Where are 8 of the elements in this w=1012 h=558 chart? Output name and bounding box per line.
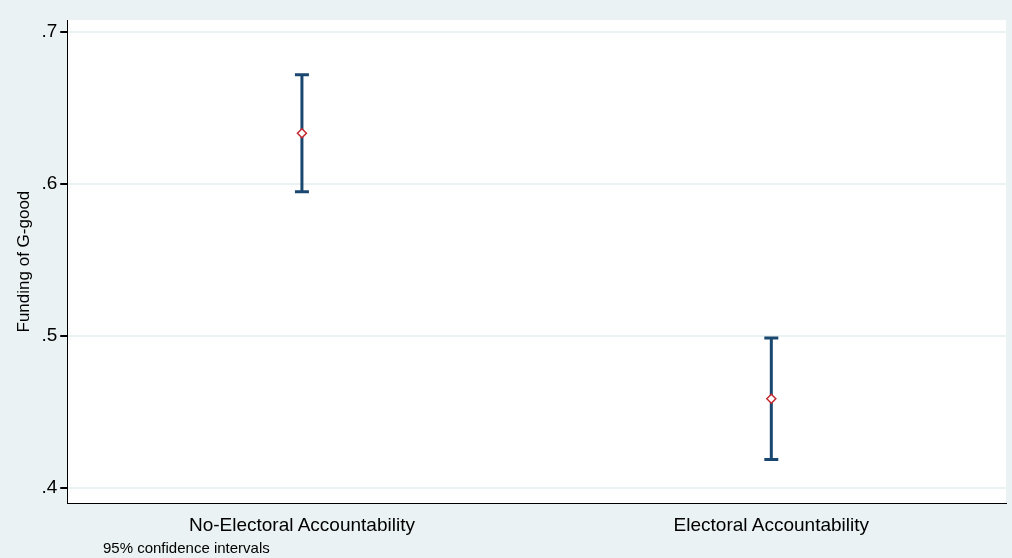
x-tick-label: No-Electoral Accountability <box>188 513 416 535</box>
y-tick-label: .5 <box>41 324 58 346</box>
y-tick-label: .4 <box>41 476 58 498</box>
y-tick-label: .6 <box>41 172 58 194</box>
y-tick-label: .7 <box>41 20 58 42</box>
text: 95% confidence intervals <box>103 538 270 556</box>
x-tick-label: Electoral Accountability <box>673 513 870 535</box>
y-axis-title: Funding of G-good <box>13 190 33 333</box>
